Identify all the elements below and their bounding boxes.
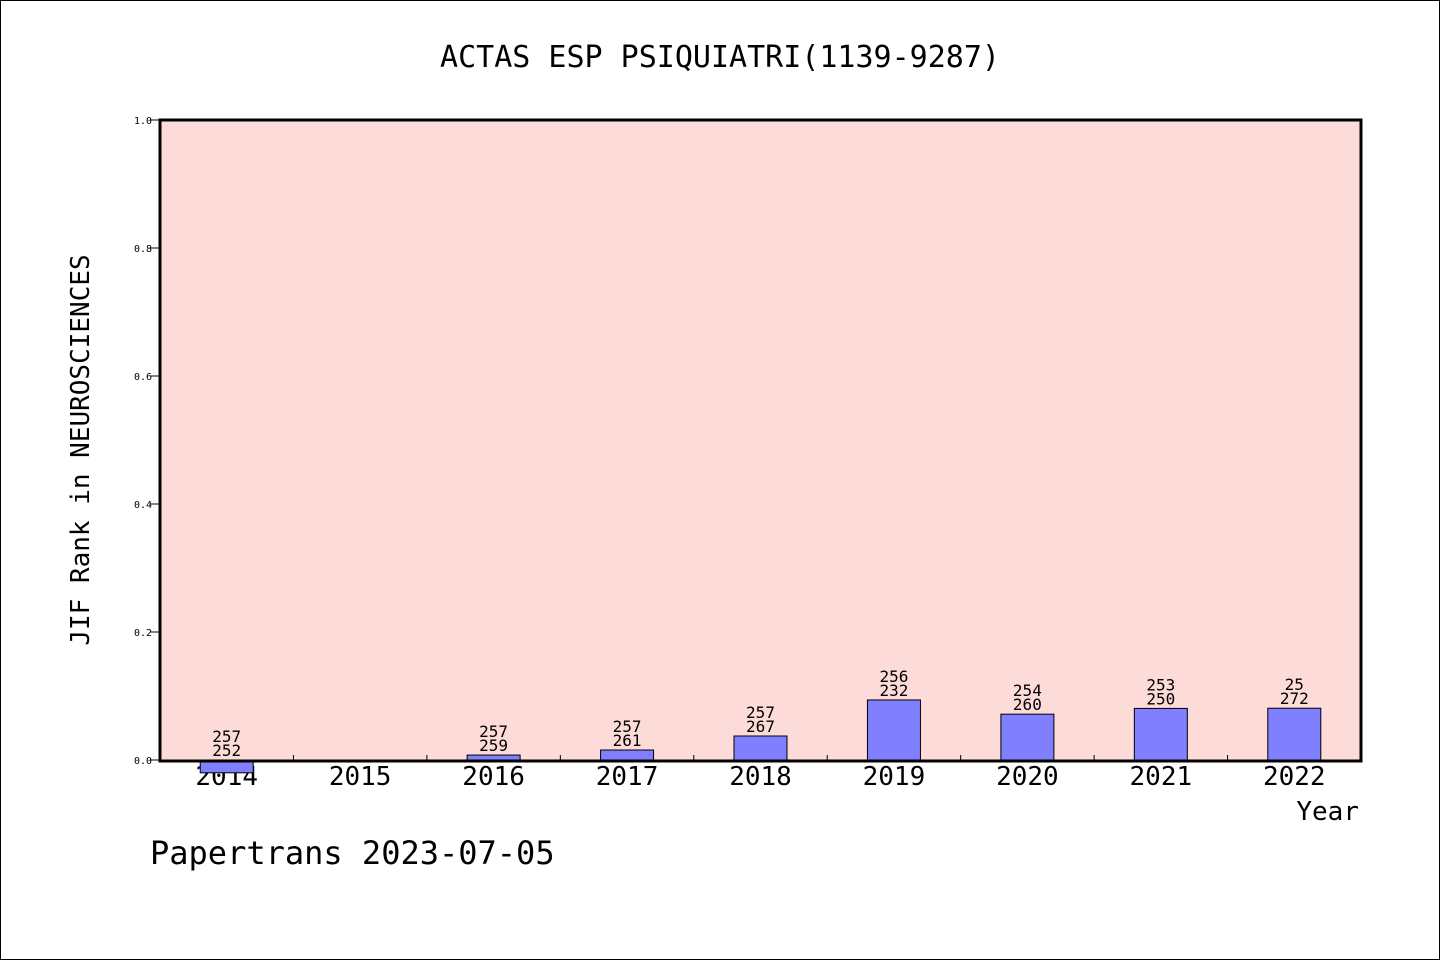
y-axis-label: JIF Rank in NEUROSCIENCES [66,254,96,645]
bar-label-bottom: 272 [1280,689,1309,708]
x-tick-label: 2020 [996,762,1059,792]
bar-label-top: 253 [1146,675,1175,694]
bar [1267,707,1322,761]
bar-label-bottom: 261 [613,731,642,750]
y-axis-ticks: 0.0 0.2 0.4 0.6 0.8 1.0 [134,116,160,767]
bar-label-top: 257 [746,703,775,722]
x-tick-label: 2019 [863,762,926,792]
x-axis-label: Year [1296,797,1359,827]
bar [600,749,655,761]
x-axis-ticks: 2014 2015 2016 2017 2018 2019 2020 2021 2022 [195,755,1326,792]
bar [733,735,788,761]
bar-label-bottom: 250 [1146,689,1175,708]
bar [466,754,521,761]
x-tick-label: 2021 [1130,762,1193,792]
y-tick-label: 0.2 [134,628,152,639]
bar-label-top: 254 [1013,681,1042,700]
x-tick-label: 2016 [462,762,525,792]
bar-label-bottom: 259 [479,736,508,755]
x-tick-label: 2018 [729,762,792,792]
footer-credit: Papertrans 2023-07-05 [150,834,555,872]
bar [866,699,921,761]
x-tick-label: 2017 [596,762,659,792]
y-tick-label: 1.0 [134,116,152,127]
plot-area [160,120,1361,761]
x-tick-label: 2022 [1263,762,1326,792]
bar-label-top: 257 [479,722,508,741]
bar-label-top: 257 [613,717,642,736]
y-tick-label: 0.6 [134,372,152,383]
x-tick-label: 2015 [329,762,392,792]
bar-label-bottom: 232 [879,681,908,700]
bar-label-top: 256 [879,667,908,686]
y-tick-label: 0.4 [134,500,152,511]
bar [1000,713,1055,761]
bar-label-top: 257 [212,727,241,746]
bar [1133,707,1188,761]
chart-title: ACTAS ESP PSIQUIATRI(1139-9287) [440,40,1000,75]
plot-border [158,118,1363,763]
y-tick-label: 0.0 [134,756,152,767]
bar-label-top: 25 [1285,675,1304,694]
y-tick-label: 0.8 [134,244,152,255]
bar-label-bottom: 267 [746,717,775,736]
bar-label-bottom: 260 [1013,695,1042,714]
bar-label-bottom: 252 [212,741,241,760]
